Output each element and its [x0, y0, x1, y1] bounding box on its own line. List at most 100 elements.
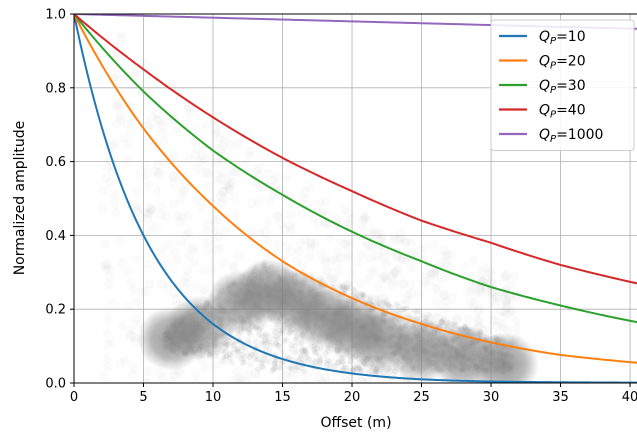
scatter-point	[276, 342, 283, 349]
scatter-point	[175, 335, 182, 342]
scatter-point	[194, 324, 201, 331]
scatter-point	[405, 312, 412, 319]
scatter-point	[184, 310, 191, 317]
scatter-point	[117, 322, 127, 332]
scatter-point	[294, 364, 301, 371]
scatter-point	[481, 367, 488, 374]
scatter-point	[216, 319, 223, 326]
scatter-point	[335, 305, 342, 312]
scatter-point	[336, 359, 343, 366]
scatter-point	[226, 291, 233, 298]
scatter-point	[463, 327, 470, 334]
scatter-point	[277, 327, 284, 334]
y-tick-label: 0.4	[45, 229, 66, 244]
scatter-point	[486, 358, 493, 365]
scatter-point	[241, 319, 248, 326]
scatter-point	[288, 365, 295, 372]
scatter-point	[339, 333, 346, 340]
scatter-point	[319, 301, 326, 308]
scatter-point	[105, 272, 115, 282]
scatter-point	[261, 340, 268, 347]
scatter-point	[200, 154, 210, 164]
scatter-point	[199, 352, 206, 359]
scatter-point	[471, 353, 478, 360]
scatter-point	[463, 345, 470, 352]
scatter-point	[366, 313, 373, 320]
scatter-point	[167, 334, 174, 341]
scatter-point	[421, 348, 428, 355]
scatter-point	[185, 321, 192, 328]
scatter-point	[242, 291, 249, 298]
scatter-point	[227, 290, 234, 297]
scatter-point	[349, 328, 356, 335]
scatter-point	[183, 346, 190, 353]
scatter-point	[167, 338, 174, 345]
scatter-point	[460, 360, 467, 367]
scatter-point	[259, 333, 266, 340]
scatter-point	[451, 346, 458, 353]
scatter-point	[199, 343, 206, 350]
scatter-point	[413, 308, 420, 315]
scatter-point	[392, 349, 399, 356]
scatter-point	[293, 280, 300, 287]
scatter-point	[303, 309, 310, 316]
scatter-point	[99, 372, 109, 382]
scatter-point	[355, 290, 362, 297]
scatter-point	[458, 360, 465, 367]
scatter-point	[224, 337, 231, 344]
scatter-point	[311, 296, 318, 303]
scatter-point	[279, 225, 289, 235]
scatter-point	[183, 351, 190, 358]
scatter-point	[308, 289, 315, 296]
scatter-point	[479, 360, 486, 367]
scatter-point	[312, 359, 319, 366]
scatter-point	[418, 334, 425, 341]
scatter-point	[363, 360, 370, 367]
scatter-point	[415, 245, 425, 255]
scatter-point	[218, 287, 225, 294]
scatter-point	[269, 368, 276, 375]
scatter-point	[372, 355, 379, 362]
scatter-point	[278, 360, 285, 367]
scatter-point	[233, 298, 240, 305]
scatter-point	[465, 365, 472, 372]
scatter-point	[174, 341, 181, 348]
scatter-point	[480, 344, 487, 351]
scatter-point	[193, 319, 200, 326]
scatter-point	[385, 343, 392, 350]
scatter-point	[311, 343, 318, 350]
scatter-point	[494, 363, 501, 370]
scatter-point	[308, 335, 315, 342]
x-tick-label: 5	[139, 390, 147, 405]
scatter-point	[212, 307, 219, 314]
scatter-point	[245, 317, 252, 324]
scatter-point	[346, 332, 353, 339]
scatter-point	[397, 328, 404, 335]
scatter-point	[182, 326, 189, 333]
scatter-point	[170, 344, 177, 351]
scatter-point	[477, 331, 484, 338]
scatter-point	[461, 354, 468, 361]
scatter-point	[385, 342, 392, 349]
scatter-point	[373, 365, 380, 372]
scatter-point	[284, 301, 291, 308]
scatter-point	[416, 357, 423, 364]
scatter-point	[422, 348, 429, 355]
scatter-point	[298, 290, 305, 297]
scatter-point	[501, 361, 508, 368]
scatter-point	[432, 343, 439, 350]
scatter-point	[342, 324, 349, 331]
scatter-point	[201, 337, 208, 344]
scatter-point	[170, 346, 177, 353]
scatter-point	[370, 316, 377, 323]
scatter-point	[251, 276, 258, 283]
scatter-point	[243, 273, 250, 280]
scatter-point	[469, 341, 476, 348]
scatter-point	[162, 331, 169, 338]
scatter-point	[507, 358, 514, 365]
scatter-point	[458, 367, 465, 374]
scatter-point	[410, 323, 417, 330]
scatter-point	[377, 366, 384, 373]
scatter-point	[403, 305, 410, 312]
scatter-point	[262, 269, 269, 276]
